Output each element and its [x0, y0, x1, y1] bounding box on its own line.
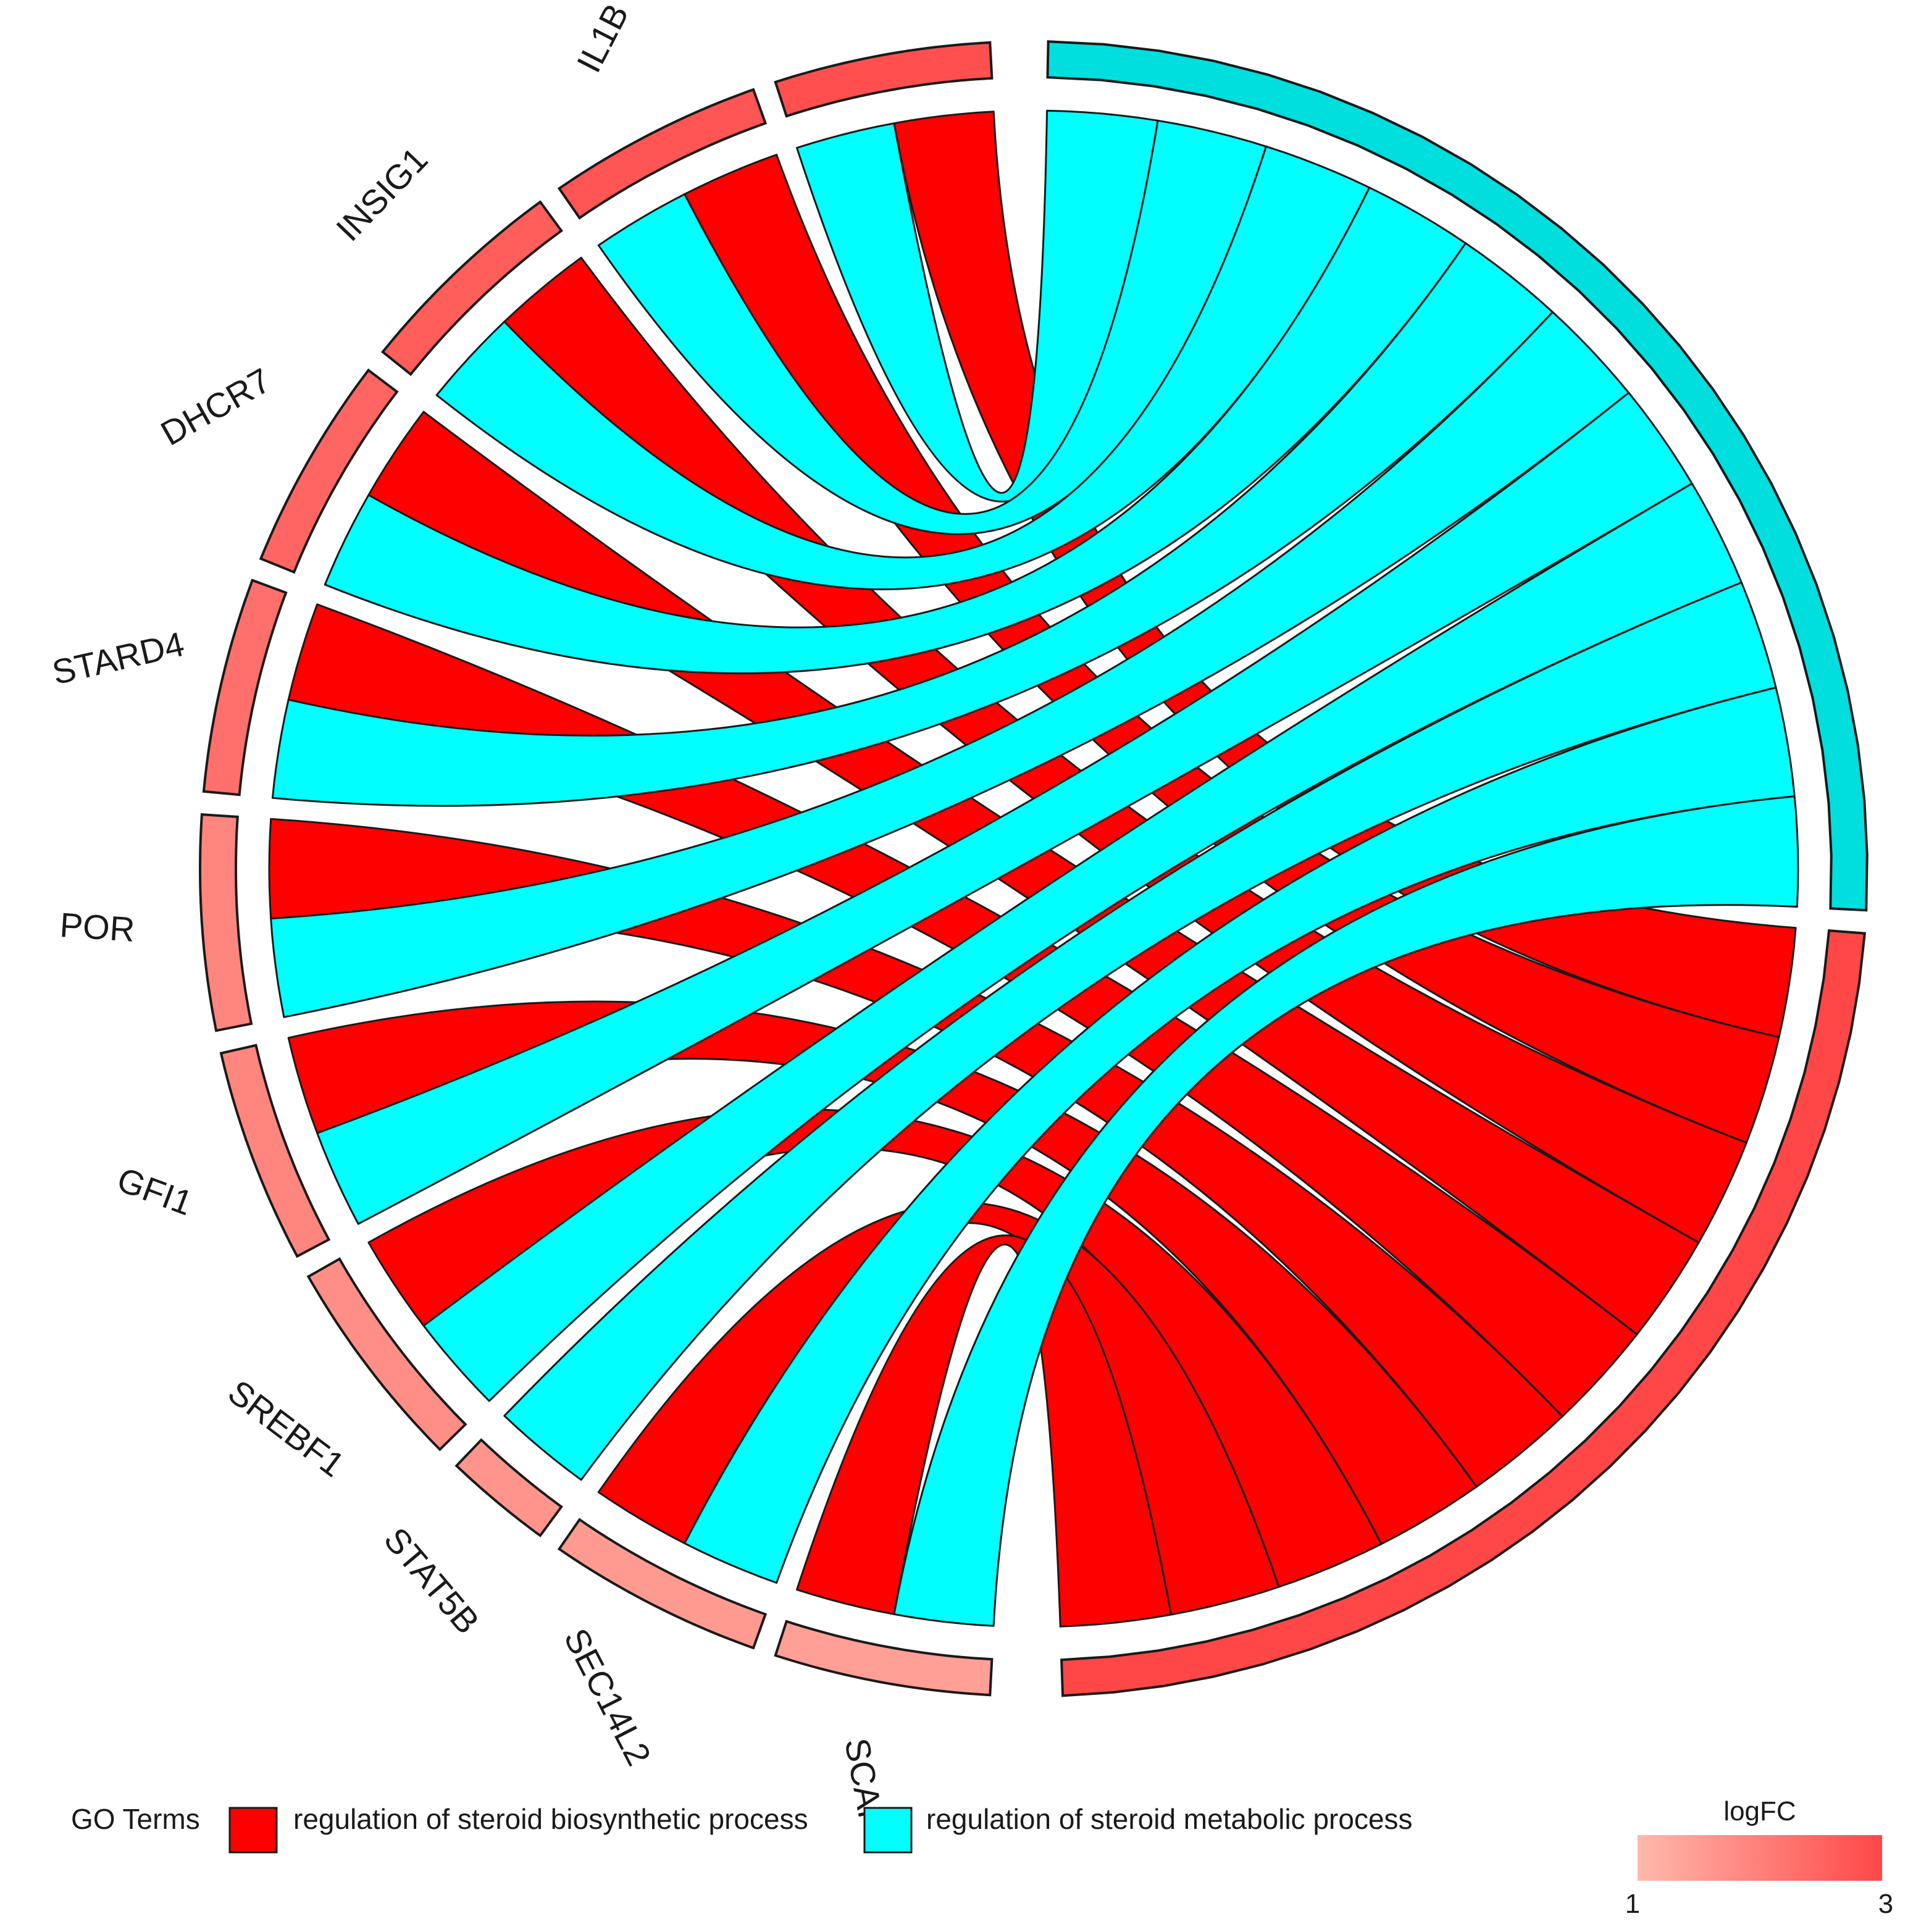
- gene-label-dhcr7: DHCR7: [154, 361, 277, 453]
- gene-label-por: POR: [59, 905, 136, 949]
- gene-label-stat5b: STAT5B: [377, 1520, 487, 1641]
- legend-swatch-metabolic: [863, 1807, 913, 1854]
- gene-label-il1b: IL1B: [569, 0, 636, 78]
- gene-sector-scap: [774, 1620, 994, 1697]
- gene-sector-gfi1: [219, 1043, 331, 1258]
- gene-sector-sec14l2: [557, 1518, 768, 1650]
- gene-sector-insig1: [380, 200, 563, 376]
- legend-label-biosynthetic: regulation of steroid biosynthetic proce…: [293, 1803, 808, 1835]
- ribbon-scap-term1: [893, 795, 1799, 1627]
- go-legend: GO Terms regulation of steroid biosynthe…: [71, 1803, 1413, 1854]
- ribbon-por-term0: [268, 818, 1563, 1488]
- gene-sector-stat5b: [454, 1438, 563, 1537]
- legend-swatch-biosynthetic: [228, 1807, 278, 1854]
- gene-label-insig1: INSIG1: [328, 140, 435, 248]
- legend-title: GO Terms: [71, 1803, 200, 1835]
- gene-label-srebf1: SREBF1: [221, 1372, 352, 1484]
- gene-label-sec14l2: SEC14L2: [556, 1622, 659, 1771]
- gene-label-gfi1: GFI1: [112, 1160, 198, 1223]
- ribbon-scap-term0: [796, 1234, 1172, 1628]
- ribbons-layer: [268, 109, 1799, 1628]
- colorbar-max-label: 3: [1878, 1889, 1893, 1919]
- colorbar-title: logFC: [1723, 1796, 1796, 1826]
- gene-sector-il1b: [557, 88, 768, 220]
- gene-sector-star: [774, 41, 994, 118]
- gene-sector-por: [198, 813, 253, 1032]
- term-sector-1: [1046, 40, 1868, 912]
- legend-label-metabolic: regulation of steroid metabolic process: [926, 1803, 1413, 1835]
- gene-sector-stard4: [202, 579, 288, 797]
- term-sector-0: [1060, 929, 1867, 1697]
- sectors-layer: [198, 40, 1868, 1697]
- gene-sector-srebf1: [306, 1257, 467, 1452]
- colorbar-gradient: [1638, 1835, 1882, 1881]
- gene-sector-dhcr7: [259, 368, 399, 574]
- logfc-colorbar: logFC 1 3: [1625, 1796, 1893, 1919]
- colorbar-min-label: 1: [1625, 1889, 1640, 1919]
- gene-label-stard4: STARD4: [49, 624, 188, 692]
